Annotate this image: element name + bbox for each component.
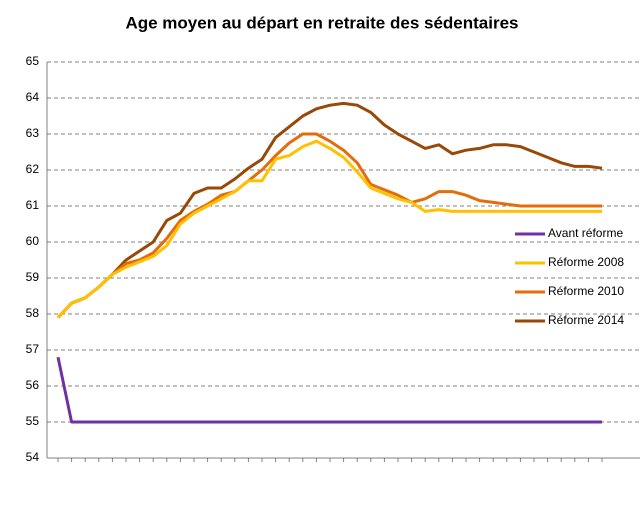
y-tick-label: 55 xyxy=(26,414,40,428)
y-tick-label: 61 xyxy=(26,198,40,212)
legend-label: Avant réforme xyxy=(548,226,623,240)
y-tick-label: 63 xyxy=(26,126,40,140)
y-tick-label: 60 xyxy=(26,234,40,248)
y-tick-label: 64 xyxy=(26,90,40,104)
y-tick-label: 59 xyxy=(26,270,40,284)
series-line xyxy=(56,101,603,319)
series-line xyxy=(56,139,602,319)
y-tick-label: 65 xyxy=(26,54,40,68)
y-tick-label: 58 xyxy=(26,306,40,320)
y-tick-label: 56 xyxy=(26,378,40,392)
series-line xyxy=(56,356,602,424)
y-tick-label: 62 xyxy=(26,162,40,176)
y-tick-label: 54 xyxy=(26,450,40,464)
legend-label: Réforme 2010 xyxy=(548,284,624,298)
y-tick-label: 57 xyxy=(26,342,40,356)
series-line xyxy=(56,132,602,319)
legend-label: Réforme 2008 xyxy=(548,255,624,269)
chart-title: Age moyen au départ en retraite des séde… xyxy=(125,13,518,32)
legend-label: Réforme 2014 xyxy=(548,313,624,327)
